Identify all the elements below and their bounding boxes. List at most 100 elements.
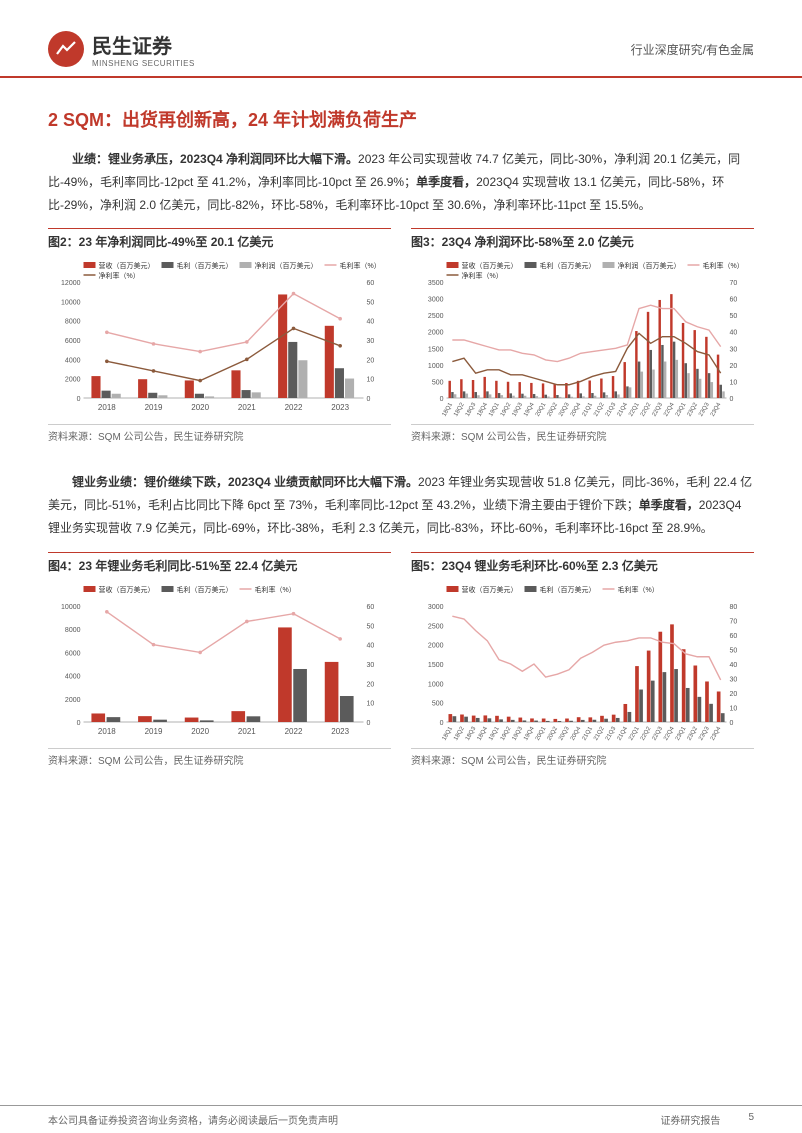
svg-text:30: 30 <box>730 347 738 354</box>
svg-text:2022: 2022 <box>285 403 303 412</box>
footer-disclaimer: 本公司具备证券投资咨询业务资格，请务必阅读最后一页免责声明 <box>48 1112 338 1127</box>
svg-text:4000: 4000 <box>65 673 81 680</box>
svg-text:30: 30 <box>367 338 375 345</box>
chart-4: 图4：23 年锂业务毛利同比-51%至 22.4 亿美元 营收（百万美元） 毛利（… <box>48 552 391 775</box>
chart-2-source: 资料来源：SQM 公司公告，民生证券研究院 <box>48 424 391 451</box>
svg-text:2022: 2022 <box>285 727 303 736</box>
svg-text:2500: 2500 <box>428 314 444 321</box>
svg-text:2020: 2020 <box>191 727 209 736</box>
chart-5-title: 图5：23Q4 锂业务毛利环比-60%至 2.3 亿美元 <box>411 552 754 578</box>
chart-3-title: 图3：23Q4 净利润环比-58%至 2.0 亿美元 <box>411 228 754 254</box>
svg-text:0: 0 <box>77 396 81 403</box>
svg-text:50: 50 <box>730 647 738 654</box>
svg-text:2023: 2023 <box>331 727 349 736</box>
svg-text:10: 10 <box>730 705 738 712</box>
svg-text:净利率（%）: 净利率（%） <box>99 271 140 280</box>
svg-text:3000: 3000 <box>428 604 444 611</box>
svg-text:2000: 2000 <box>428 642 444 649</box>
svg-text:2023: 2023 <box>331 403 349 412</box>
svg-text:23Q4: 23Q4 <box>710 725 723 741</box>
logo-cn: 民生证券 <box>92 30 195 59</box>
svg-text:60: 60 <box>730 633 738 640</box>
svg-text:10: 10 <box>730 380 738 387</box>
page-number: 5 <box>748 1112 754 1127</box>
svg-text:20: 20 <box>367 681 375 688</box>
svg-text:12000: 12000 <box>61 280 81 287</box>
svg-text:毛利（百万美元）: 毛利（百万美元） <box>540 585 596 594</box>
svg-text:40: 40 <box>367 319 375 326</box>
svg-text:毛利率（%）: 毛利率（%） <box>618 585 659 594</box>
svg-text:10: 10 <box>367 700 375 707</box>
svg-text:500: 500 <box>432 700 444 707</box>
svg-text:0: 0 <box>77 720 81 727</box>
svg-text:1000: 1000 <box>428 363 444 370</box>
svg-text:2000: 2000 <box>428 330 444 337</box>
svg-text:60: 60 <box>367 280 375 287</box>
svg-text:30: 30 <box>367 662 375 669</box>
svg-text:0: 0 <box>367 396 371 403</box>
svg-text:2021: 2021 <box>238 727 256 736</box>
chart-3-source: 资料来源：SQM 公司公告，民生证券研究院 <box>411 424 754 451</box>
svg-text:1500: 1500 <box>428 347 444 354</box>
svg-text:80: 80 <box>730 604 738 611</box>
svg-text:500: 500 <box>432 380 444 387</box>
svg-text:0: 0 <box>730 396 734 403</box>
svg-text:毛利率（%）: 毛利率（%） <box>703 261 744 270</box>
svg-text:0: 0 <box>730 720 734 727</box>
svg-text:50: 50 <box>367 623 375 630</box>
svg-text:2019: 2019 <box>145 403 163 412</box>
page-footer: 本公司具备证券投资咨询业务资格，请务必阅读最后一页免责声明 证券研究报告 5 <box>0 1105 802 1133</box>
svg-text:60: 60 <box>367 604 375 611</box>
svg-text:60: 60 <box>730 297 738 304</box>
svg-text:0: 0 <box>367 720 371 727</box>
chart-2: 图2：23 年净利润同比-49%至 20.1 亿美元 营收（百万美元）毛利（百万… <box>48 228 391 451</box>
svg-text:营收（百万美元）: 营收（百万美元） <box>99 261 155 270</box>
svg-text:2021: 2021 <box>238 403 256 412</box>
svg-text:20: 20 <box>730 363 738 370</box>
svg-text:23Q4: 23Q4 <box>710 402 723 418</box>
chart-5: 图5：23Q4 锂业务毛利环比-60%至 2.3 亿美元 营收（百万美元）毛利（… <box>411 552 754 775</box>
footer-report-type: 证券研究报告 <box>660 1112 720 1127</box>
svg-text:0: 0 <box>440 720 444 727</box>
svg-text:6000: 6000 <box>65 338 81 345</box>
svg-text:2000: 2000 <box>65 697 81 704</box>
svg-text:30: 30 <box>730 676 738 683</box>
svg-text:毛利（百万美元）: 毛利（百万美元） <box>177 585 233 594</box>
svg-text:3000: 3000 <box>428 297 444 304</box>
svg-text:8000: 8000 <box>65 627 81 634</box>
svg-text:2000: 2000 <box>65 377 81 384</box>
svg-text:40: 40 <box>730 330 738 337</box>
svg-text:70: 70 <box>730 618 738 625</box>
svg-text:毛利率（%）: 毛利率（%） <box>255 585 296 594</box>
svg-text:1000: 1000 <box>428 681 444 688</box>
chart-2-title: 图2：23 年净利润同比-49%至 20.1 亿美元 <box>48 228 391 254</box>
svg-text:40: 40 <box>730 662 738 669</box>
logo-block: 民生证券 MINSHENG SECURITIES <box>48 30 195 68</box>
svg-text:净利率（%）: 净利率（%） <box>462 271 503 280</box>
svg-text:8000: 8000 <box>65 319 81 326</box>
section-title: 2 SQM：出货再创新高，24 年计划满负荷生产 <box>48 106 754 132</box>
svg-text:10: 10 <box>367 377 375 384</box>
chart-4-source: 资料来源：SQM 公司公告，民生证券研究院 <box>48 748 391 775</box>
header-breadcrumb: 行业深度研究/有色金属 <box>631 41 754 58</box>
svg-text:70: 70 <box>730 280 738 287</box>
svg-text:2019: 2019 <box>145 727 163 736</box>
svg-text:50: 50 <box>367 300 375 307</box>
svg-text:40: 40 <box>367 642 375 649</box>
chart-4-title: 图4：23 年锂业务毛利同比-51%至 22.4 亿美元 <box>48 552 391 578</box>
svg-text:10000: 10000 <box>61 604 81 611</box>
svg-text:2018: 2018 <box>98 727 116 736</box>
svg-text:50: 50 <box>730 314 738 321</box>
svg-text:1500: 1500 <box>428 662 444 669</box>
svg-text:毛利（百万美元）: 毛利（百万美元） <box>540 261 596 270</box>
svg-text:6000: 6000 <box>65 650 81 657</box>
paragraph-1: 业绩：锂业务承压，2023Q4 净利润同环比大幅下滑。2023 年公司实现营收 … <box>48 148 754 216</box>
logo-icon <box>48 31 84 67</box>
paragraph-2: 锂业务业绩：锂价继续下跌，2023Q4 业绩贡献同环比大幅下滑。2023 年锂业… <box>48 471 754 539</box>
svg-text:3500: 3500 <box>428 280 444 287</box>
svg-text:20: 20 <box>367 358 375 365</box>
svg-text:10000: 10000 <box>61 300 81 307</box>
svg-text:营收（百万美元）: 营收（百万美元） <box>462 261 518 270</box>
svg-text:营收（百万美元）: 营收（百万美元） <box>99 585 155 594</box>
page-header: 民生证券 MINSHENG SECURITIES 行业深度研究/有色金属 <box>0 0 802 78</box>
